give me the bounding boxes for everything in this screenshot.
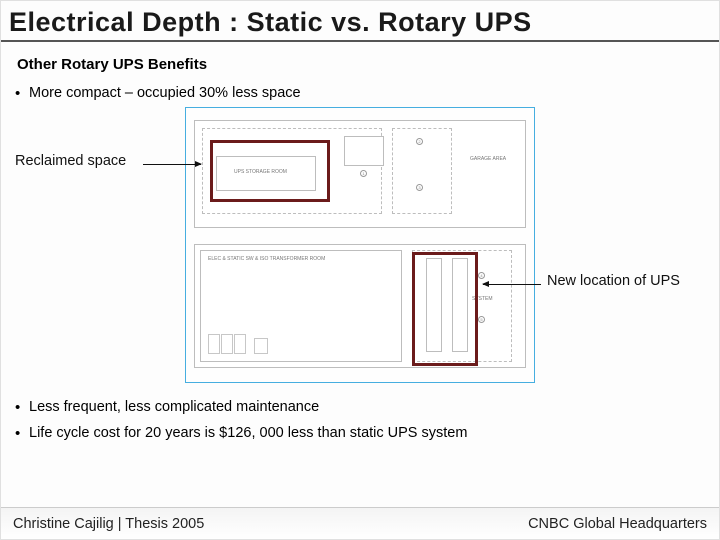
arrow-newloc xyxy=(483,284,541,285)
bullet-maintenance: Less frequent, less complicated maintena… xyxy=(1,393,719,419)
bullet-lifecycle: Life cycle cost for 20 years is $126, 00… xyxy=(1,419,719,445)
footer: Christine Cajilig | Thesis 2005 CNBC Glo… xyxy=(1,507,719,539)
callout-newloc: New location of UPS xyxy=(547,273,680,289)
section-subtitle: Other Rotary UPS Benefits xyxy=(1,42,719,79)
arrow-reclaimed xyxy=(143,164,201,165)
footer-left: Christine Cajilig | Thesis 2005 xyxy=(13,516,204,532)
callout-reclaimed: Reclaimed space xyxy=(15,153,126,169)
page-title: Electrical Depth : Static vs. Rotary UPS xyxy=(1,1,719,42)
floorplan-diagram: UPS STORAGE ROOM 1 2 3 GARAGE AREA ELEC … xyxy=(85,107,635,387)
footer-right: CNBC Global Headquarters xyxy=(528,516,707,532)
bullet-compact: More compact – occupied 30% less space xyxy=(1,79,719,105)
floorplan-image: UPS STORAGE ROOM 1 2 3 GARAGE AREA ELEC … xyxy=(185,107,535,383)
highlight-reclaimed xyxy=(210,140,330,202)
highlight-newloc xyxy=(412,252,478,366)
